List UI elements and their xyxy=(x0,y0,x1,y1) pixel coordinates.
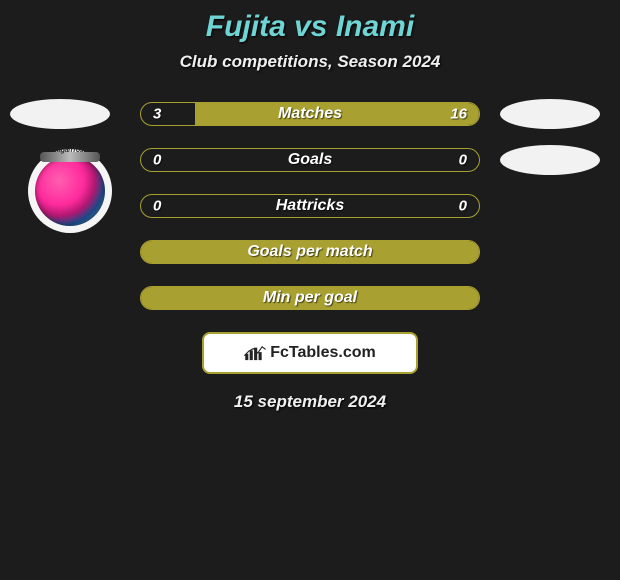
club-logo: SaganTosu xyxy=(28,149,112,233)
stat-value-right: 16 xyxy=(450,106,467,123)
page-title: Fujita vs Inami xyxy=(0,10,620,44)
stat-value-left: 0 xyxy=(153,152,161,169)
chart-icon xyxy=(244,345,266,361)
player-ellipse-left xyxy=(10,99,110,129)
stat-label: Hattricks xyxy=(141,197,479,215)
attribution-text: FcTables.com xyxy=(270,344,376,362)
stat-bar: Matches3 16 xyxy=(140,102,480,126)
player-ellipse-right xyxy=(500,99,600,129)
stat-bar: Hattricks0 0 xyxy=(140,194,480,218)
stat-bar: Goals per match xyxy=(140,240,480,264)
player-ellipse-right xyxy=(500,145,600,175)
stat-value-right: 0 xyxy=(459,152,467,169)
stat-row: Min per goal xyxy=(0,286,620,310)
stat-row: Goals per match xyxy=(0,240,620,264)
subtitle: Club competitions, Season 2024 xyxy=(0,52,620,72)
stat-row: Matches3 16 xyxy=(0,102,620,126)
stat-bar: Goals0 0 xyxy=(140,148,480,172)
stat-label: Min per goal xyxy=(141,289,479,307)
stat-value-right: 0 xyxy=(459,198,467,215)
comparison-card: Fujita vs Inami Club competitions, Seaso… xyxy=(0,0,620,412)
stat-label: Matches xyxy=(141,105,479,123)
attribution-box[interactable]: FcTables.com xyxy=(202,332,418,374)
stat-value-left: 3 xyxy=(153,106,161,123)
stat-rows: Matches316Goals00SaganTosuHattricks00Goa… xyxy=(0,102,620,310)
stat-bar: Min per goal xyxy=(140,286,480,310)
club-logo-label: SaganTosu xyxy=(28,147,112,154)
stat-label: Goals xyxy=(141,151,479,169)
stat-value-left: 0 xyxy=(153,198,161,215)
stat-label: Goals per match xyxy=(141,243,479,261)
date: 15 september 2024 xyxy=(0,392,620,412)
stat-row: SaganTosuHattricks00 xyxy=(0,194,620,218)
